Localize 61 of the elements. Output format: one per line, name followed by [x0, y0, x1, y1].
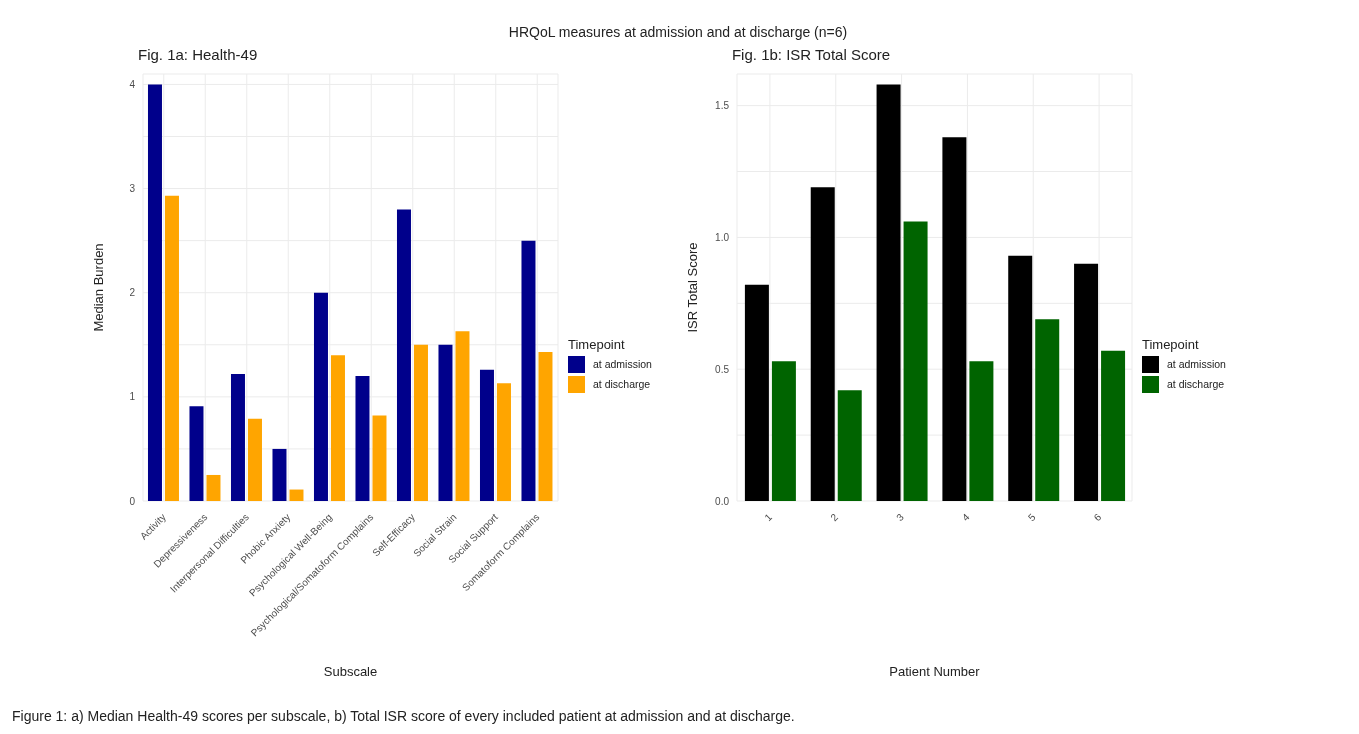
bar	[1101, 350, 1126, 501]
bar	[247, 418, 262, 501]
bar	[355, 376, 370, 501]
x-axis-title: Patient Number	[889, 664, 981, 679]
legend-label: at discharge	[1165, 377, 1226, 392]
y-tick-label: 3	[129, 183, 136, 195]
y-tick-label: 1.5	[715, 100, 730, 112]
bar	[837, 390, 862, 501]
x-axis-title: Subscale	[323, 664, 378, 679]
text: HRQoL measures at admission and at discharge (n=6)	[507, 23, 849, 40]
bar	[1074, 263, 1099, 501]
bar	[496, 383, 511, 501]
bar	[903, 221, 928, 501]
bar	[1035, 319, 1060, 501]
y-tick-label: 4	[129, 78, 136, 90]
y-tick-label: 1.0	[715, 231, 730, 243]
bar	[521, 240, 536, 501]
bar	[313, 292, 328, 501]
legend-title: Timepoint	[1141, 336, 1200, 352]
y-tick-label: 0.5	[715, 363, 730, 375]
chart-title: Fig. 1b: ISR Total Score	[731, 46, 892, 65]
bar	[876, 84, 901, 501]
bar	[455, 331, 470, 501]
bar	[479, 369, 494, 501]
x-tick-label: 6	[1091, 511, 1104, 524]
legend-label: at discharge	[592, 377, 652, 392]
legend-title: Timepoint	[568, 336, 626, 352]
caption: Figure 1: a) Median Health-49 scores per subscale, b) Total ISR score of every included patient at admission and at discharge.	[12, 708, 795, 724]
bar	[969, 361, 994, 501]
legend-label: at admission	[1165, 357, 1226, 372]
bar	[942, 137, 967, 501]
bar	[230, 373, 245, 501]
bar	[538, 352, 553, 501]
bar	[771, 361, 796, 501]
x-tick-label: 5	[1025, 511, 1038, 524]
bar	[272, 448, 287, 501]
x-tick-label: 3	[894, 511, 907, 524]
bar	[744, 284, 769, 501]
bar	[289, 489, 304, 501]
x-tick-label: 1	[762, 511, 775, 524]
y-axis-title: ISR Total Score	[684, 242, 700, 333]
x-tick-label: 4	[959, 511, 972, 524]
bar	[164, 195, 179, 501]
y-axis-title: Median Burden	[90, 243, 106, 332]
y-tick-label: 1	[129, 391, 136, 403]
bar	[396, 209, 411, 501]
y-tick-label: 2	[129, 287, 136, 299]
bar	[206, 474, 221, 501]
x-tick-label: 2	[828, 511, 841, 524]
bar	[147, 84, 162, 501]
text: 0.0	[715, 495, 729, 507]
bar	[413, 344, 428, 501]
legend-label: at admission	[592, 357, 652, 372]
bar	[810, 187, 835, 501]
y-tick-label: 0	[129, 495, 136, 507]
chart-title: Fig. 1a: Health-49	[138, 46, 259, 65]
bar	[1008, 255, 1033, 501]
bar	[372, 415, 387, 501]
bar	[189, 406, 204, 501]
bar	[330, 355, 345, 501]
bar	[438, 344, 453, 501]
